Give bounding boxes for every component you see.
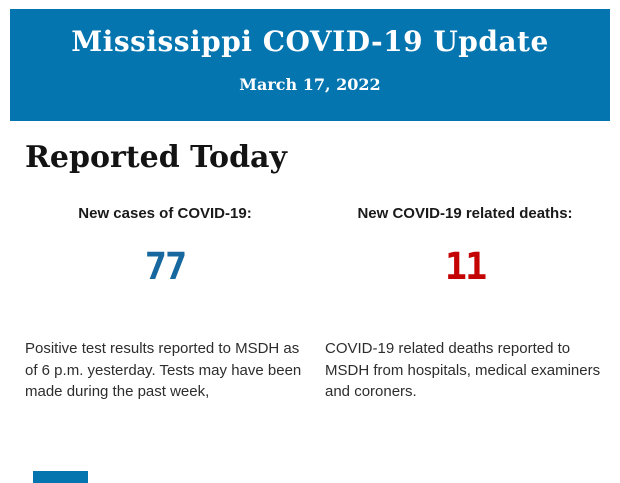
description-line: of 6 p.m. yesterday. Tests may have been <box>25 361 302 379</box>
new-deaths-label: New COVID-19 related deaths: <box>357 205 573 222</box>
new-deaths-value: 11 <box>444 245 488 288</box>
new-cases-value: 77 <box>144 245 188 288</box>
stat-new-cases: New cases of COVID-19: 77 Positive test … <box>25 205 305 403</box>
header-banner: Mississippi COVID-19 Update March 17, 20… <box>10 9 610 121</box>
description-line: and coroners. <box>325 383 417 400</box>
description-line: COVID-19 related deaths reported to <box>325 340 571 357</box>
page-title: Mississippi COVID-19 Update <box>71 25 549 58</box>
stats-columns: New cases of COVID-19: 77 Positive test … <box>25 205 605 403</box>
description-line: Positive test results reported to MSDH a… <box>25 340 300 357</box>
report-date: March 17, 2022 <box>239 75 381 94</box>
description-line: MSDH from hospitals, medical examiners <box>325 361 601 379</box>
new-cases-description: Positive test results reported to MSDH a… <box>25 338 305 403</box>
new-cases-label: New cases of COVID-19: <box>78 205 252 222</box>
section-heading: Reported Today <box>25 140 287 175</box>
description-line: made during the past week, <box>25 383 210 400</box>
footer-banner-sliver <box>33 471 88 483</box>
stat-new-deaths: New COVID-19 related deaths: 11 COVID-19… <box>325 205 605 403</box>
new-deaths-description: COVID-19 related deaths reported to MSDH… <box>325 338 605 403</box>
